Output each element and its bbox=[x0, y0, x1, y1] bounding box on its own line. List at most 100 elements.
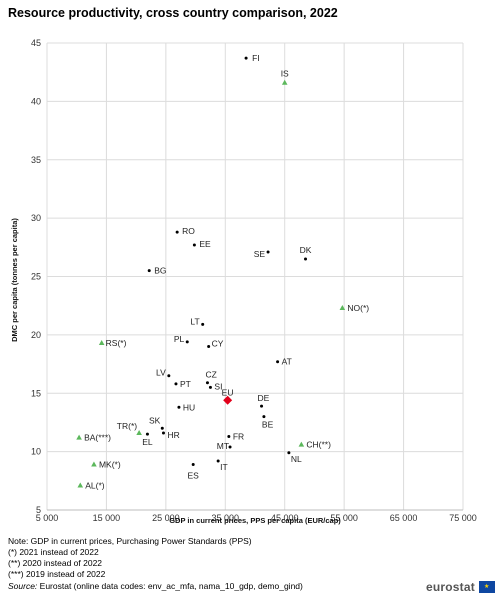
note-line: (*) 2021 instead of 2022 bbox=[8, 547, 99, 557]
point-label: SI bbox=[214, 381, 222, 391]
y-tick-label: 20 bbox=[31, 330, 41, 340]
x-tick-label: 45 000 bbox=[271, 513, 299, 523]
point-fi bbox=[244, 56, 248, 60]
y-tick-label: 5 bbox=[36, 505, 41, 515]
point-label: AL(*) bbox=[85, 480, 105, 490]
y-tick-label: 30 bbox=[31, 213, 41, 223]
point-label: IT bbox=[220, 462, 228, 472]
y-axis-label: DMC per capita (tonnes per capita) bbox=[10, 218, 19, 342]
y-tick-label: 15 bbox=[31, 388, 41, 398]
point-lt bbox=[201, 322, 205, 326]
point-label: FI bbox=[252, 53, 260, 63]
point-it bbox=[216, 459, 220, 463]
source-text: Eurostat (online data codes: env_ac_mfa,… bbox=[37, 581, 303, 591]
x-tick-label: 5 000 bbox=[36, 513, 59, 523]
footnotes: Note: GDP in current prices, Purchasing … bbox=[8, 536, 252, 580]
eu-flag-icon bbox=[478, 581, 495, 593]
point-rs bbox=[98, 340, 105, 346]
point-label: SE bbox=[254, 249, 266, 259]
x-tick-label: 75 000 bbox=[449, 513, 477, 523]
point-dk bbox=[304, 257, 308, 261]
point-el bbox=[145, 432, 149, 436]
point-label: CY bbox=[212, 339, 224, 349]
source-line: Source: Eurostat (online data codes: env… bbox=[8, 581, 303, 591]
chart-title: Resource productivity, cross country com… bbox=[8, 6, 338, 20]
point-no bbox=[339, 305, 346, 311]
point-lv bbox=[167, 374, 171, 378]
point-label: NO(*) bbox=[347, 303, 369, 313]
x-tick-label: 55 000 bbox=[330, 513, 358, 523]
y-tick-label: 35 bbox=[31, 155, 41, 165]
point-hu bbox=[177, 405, 181, 409]
point-label: IS bbox=[281, 69, 289, 79]
point-label: MK(*) bbox=[99, 459, 121, 469]
point-nl bbox=[287, 451, 291, 455]
point-mk bbox=[91, 461, 97, 467]
point-ro bbox=[175, 230, 179, 234]
y-tick-label: 10 bbox=[31, 447, 41, 457]
point-label: RO bbox=[182, 226, 195, 236]
point-es bbox=[191, 462, 195, 466]
point-label: MT bbox=[217, 441, 229, 451]
point-se bbox=[266, 250, 270, 254]
point-al bbox=[77, 482, 84, 488]
point-label: FR bbox=[233, 431, 244, 441]
x-axis-ticks: 5 000 15 000 25 000 35 000 45 000 55 000 65 00… bbox=[36, 513, 477, 523]
x-tick-label: 35 000 bbox=[212, 513, 240, 523]
point-tr bbox=[136, 429, 142, 435]
point-pl bbox=[185, 340, 189, 344]
point-label: PL bbox=[174, 334, 185, 344]
y-tick-label: 40 bbox=[31, 96, 41, 106]
point-label: CH(**) bbox=[306, 440, 331, 450]
point-ee bbox=[192, 243, 196, 247]
point-label: BA(***) bbox=[84, 433, 111, 443]
point-label: EE bbox=[199, 239, 211, 249]
point-label: HU bbox=[183, 402, 195, 412]
point-be bbox=[262, 415, 266, 419]
scatter-chart: 5 000 15 000 25 000 35 000 45 000 55 000 65 00… bbox=[10, 38, 477, 525]
y-tick-label: 25 bbox=[31, 272, 41, 282]
point-label: BG bbox=[154, 266, 166, 276]
point-ba bbox=[76, 434, 82, 440]
point-ch bbox=[298, 441, 305, 447]
y-tick-label: 45 bbox=[31, 38, 41, 48]
point-fr bbox=[227, 434, 231, 438]
point-si bbox=[208, 385, 212, 389]
point-cy bbox=[207, 345, 211, 349]
point-label: BE bbox=[262, 420, 274, 430]
eurostat-logo: eurostat bbox=[426, 580, 495, 594]
point-hr bbox=[161, 431, 165, 435]
data-points: FI IS RO EE SE DK BG NO(*) LT RS(*) PL CY AT LV CZ PT SI… bbox=[76, 53, 369, 490]
point-label: LV bbox=[156, 368, 166, 378]
note-line: (**) 2020 instead of 2022 bbox=[8, 558, 103, 568]
point-label: ES bbox=[188, 470, 200, 480]
x-axis-label: GDP in current prices, PPS per capita (E… bbox=[169, 516, 341, 525]
point-label: NL bbox=[291, 454, 302, 464]
point-label: LT bbox=[190, 316, 199, 326]
point-mt bbox=[228, 445, 232, 449]
point-cz bbox=[205, 381, 209, 385]
point-pt bbox=[174, 382, 178, 386]
point-label: DK bbox=[300, 245, 312, 255]
grid-lines bbox=[46, 42, 464, 511]
point-label: SK bbox=[149, 415, 161, 425]
point-label: RS(*) bbox=[106, 338, 127, 348]
point-label: TR(*) bbox=[117, 421, 137, 431]
x-tick-label: 25 000 bbox=[152, 513, 180, 523]
x-tick-label: 15 000 bbox=[93, 513, 121, 523]
point-de bbox=[260, 404, 264, 408]
point-at bbox=[276, 360, 280, 364]
point-label: AT bbox=[282, 357, 292, 367]
point-label: HR bbox=[167, 430, 179, 440]
point-eu bbox=[223, 395, 233, 405]
y-axis-ticks: 5 10 15 20 25 30 35 40 45 bbox=[31, 38, 41, 515]
point-label: DE bbox=[258, 393, 270, 403]
point-sk bbox=[160, 426, 164, 430]
source-prefix: Source: bbox=[8, 581, 38, 591]
point-label: CZ bbox=[205, 370, 216, 380]
logo-text: eurostat bbox=[426, 580, 475, 594]
point-label: PT bbox=[180, 379, 191, 389]
point-bg bbox=[147, 269, 151, 273]
point-is bbox=[281, 79, 288, 85]
note-line: (***) 2019 instead of 2022 bbox=[8, 569, 106, 579]
